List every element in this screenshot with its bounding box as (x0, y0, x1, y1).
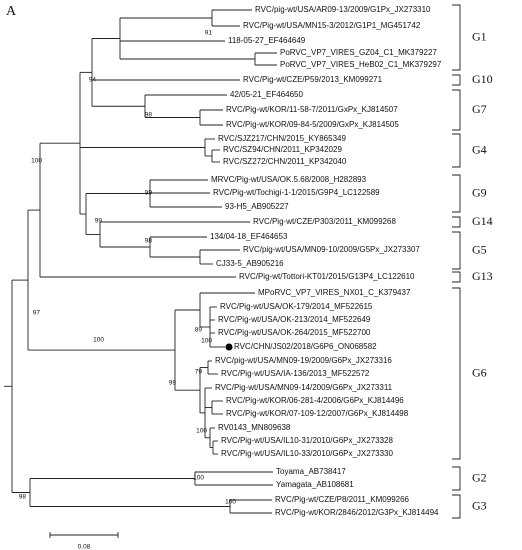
leaf-label: MPoRVC_VP7_VIRES_NX01_C_K379437 (258, 288, 411, 297)
group-label: G10 (472, 72, 493, 86)
leaf-label: RVC/Pig-wt/CZE/P303/2011_KM099268 (253, 217, 396, 226)
group-label: G6 (472, 365, 487, 379)
bootstrap-value: 91 (205, 30, 213, 37)
leaf-label: RVC/Pig-wt/KOR/11-58-7/2011/GxPx_KJ81450… (226, 105, 398, 114)
leaf-label: 93-H5_AB905227 (225, 202, 289, 211)
group-bracket (452, 287, 461, 460)
group-label: G14 (472, 214, 493, 228)
bootstrap-value: 98 (145, 238, 153, 245)
group-bracket (452, 271, 461, 283)
bootstrap-value: 99 (169, 380, 177, 387)
leaf-label: RVC/Pig-wt/USA/MN15-3/2012/G1P1_MG451742 (243, 21, 421, 30)
leaf-label: CJ33-5_AB905216 (216, 259, 284, 268)
group-bracket (452, 216, 461, 228)
leaf-label: RVC/SZ94/CHN/2011_KP342029 (223, 145, 342, 154)
leaf-label: RVC/Pig-wt/CZE/P59/2013_KM099271 (243, 75, 383, 84)
leaf-label: RVC/Pig-wt/USA/OK-213/2014_MF522649 (218, 315, 371, 324)
bootstrap-value: 98 (19, 494, 27, 501)
leaf-label: RVC/Pig-wt/USA/OK-179/2014_MF522615 (220, 302, 373, 311)
group-bracket (452, 466, 461, 491)
leaf-label: RVC/Pig-wt/Tochigi-1-1/2015/G9P4_LC12258… (213, 188, 380, 197)
bootstrap-value: 99 (95, 218, 103, 225)
group-bracket (452, 494, 461, 519)
leaf-label: RVC/Pig-wt/KOR/2846/2012/G3Px_KJ814494 (275, 508, 439, 517)
group-label: G2 (472, 470, 487, 484)
group-label: G4 (472, 142, 487, 156)
bootstrap-value: 100 (201, 338, 212, 345)
bootstrap-value: 99 (145, 190, 153, 197)
leaf-label: 118-05-27_EF464649 (228, 36, 306, 45)
leaf-label: RVC/SJZ217/CHN/2015_KY865349 (218, 134, 346, 143)
group-label: G13 (472, 269, 493, 283)
group-bracket (452, 231, 461, 270)
group-label: G1 (472, 29, 487, 43)
leaf-label: RVC/CHN/JS02/2018/G6P6_ON068582 (234, 342, 377, 351)
leaf-label: RVC/Pig-wt/USA/IL10-33/2010/G6Px_JX27333… (221, 449, 394, 458)
marker-dot (225, 343, 233, 351)
group-bracket (452, 133, 461, 168)
bootstrap-value: 98 (145, 112, 153, 119)
group-label: G5 (472, 242, 487, 256)
bootstrap-value: 100 (225, 499, 236, 506)
leaf-label: RVC/pig-wt/USA/MN09-10/2009/G5Px_JX27330… (243, 245, 420, 254)
leaf-label: Yamagata_AB108681 (276, 480, 354, 489)
group-bracket (452, 4, 461, 71)
leaf-label: 42/05-21_EF464650 (230, 90, 304, 99)
leaf-label: 134/04-18_EF464653 (210, 232, 288, 241)
leaf-label: RVC/Pig-wt/USA/OK-264/2015_MF522700 (218, 328, 371, 337)
bootstrap-value: 97 (33, 310, 41, 317)
leaf-label: RVC/Pig-wt/USA/MN09-14/2009/G6Px_JX27331… (215, 383, 393, 392)
leaf-label: PoRVC_VP7_VIRES_HeB02_C1_MK379297 (280, 60, 442, 69)
leaf-label: PoRVC_VP7_VIRES_GZ04_C1_MK379227 (280, 48, 437, 57)
group-label: G7 (472, 102, 487, 116)
leaf-label: RVC/pig-wt/USA/AR09-13/2009/G1Px_JX27331… (255, 5, 431, 14)
leaf-label: RVC/Pig-wt/Tottori-KT01/2015/G13P4_LC122… (239, 272, 415, 281)
leaf-label: RVC/Pig-wt/KOR/09-84-5/2009/GxPx_KJ81450… (226, 120, 399, 129)
leaf-label: MRVC/Pig-wt/USA/OK.5.68/2008_H282893 (211, 175, 367, 184)
bootstrap-value: 79 (195, 369, 203, 376)
bootstrap-value: 100 (93, 337, 104, 344)
group-bracket (452, 74, 461, 86)
group-bracket (452, 89, 461, 131)
leaf-label: RVC/Pig-wt/USA/IL10-31/2010/G6Px_JX27332… (221, 436, 394, 445)
leaf-label: RVC/Pig-wt/KOR/07-109-12/2007/G6Px_KJ814… (226, 409, 409, 418)
group-label: G9 (472, 185, 487, 199)
leaf-label: RVC/Pig-wt/KOR/06-281-4/2006/G6Px_KJ8144… (226, 396, 404, 405)
leaf-label: RVC/Pig-wt/USA/IA-136/2013_MF522572 (221, 369, 370, 378)
leaf-label: Toyama_AB738417 (276, 467, 346, 476)
leaf-label: RVC/Pig-wt/CZE/P8/2011_KM099266 (275, 495, 410, 504)
leaf-label: RVC/pig-wt/USA/MN09-19/2009/G6Px_JX27331… (215, 356, 392, 365)
group-bracket (452, 174, 461, 213)
bootstrap-value: 94 (89, 77, 97, 84)
bootstrap-value: 89 (195, 327, 203, 334)
group-label: G3 (472, 498, 487, 512)
panel-label: A (6, 4, 17, 19)
leaf-label: RVC/SZ272/CHN/2011_KP342040 (223, 157, 347, 166)
scale-bar-label: 0.08 (78, 544, 91, 550)
bootstrap-value: 100 (193, 475, 204, 482)
bootstrap-value: 100 (196, 428, 207, 435)
bootstrap-value: 100 (31, 158, 42, 165)
leaf-label: RV0143_MN809638 (218, 423, 291, 432)
